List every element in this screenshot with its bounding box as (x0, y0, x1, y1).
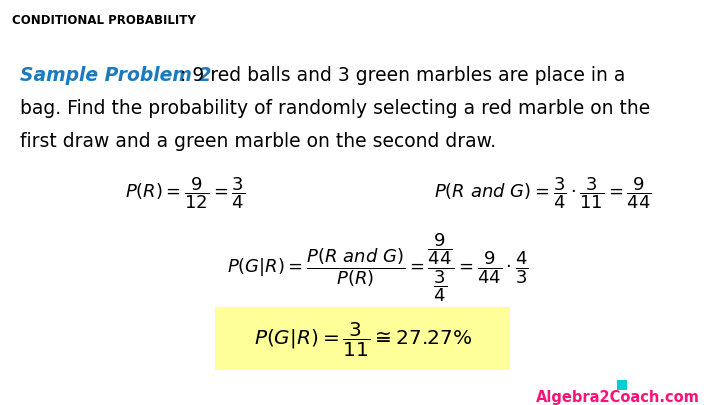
Text: CONDITIONAL PROBABILITY: CONDITIONAL PROBABILITY (12, 14, 196, 27)
Text: first draw and a green marble on the second draw.: first draw and a green marble on the sec… (20, 132, 496, 151)
Text: $P(G|R) = \dfrac{P(R\ and\ G)}{P(R)} = \dfrac{\dfrac{9}{44}}{\dfrac{3}{4}} = \df: $P(G|R) = \dfrac{P(R\ and\ G)}{P(R)} = \… (228, 232, 528, 305)
Text: $P(R) = \dfrac{9}{12} = \dfrac{3}{4}$: $P(R) = \dfrac{9}{12} = \dfrac{3}{4}$ (125, 175, 245, 211)
FancyBboxPatch shape (215, 307, 510, 370)
Text: bag. Find the probability of randomly selecting a red marble on the: bag. Find the probability of randomly se… (20, 99, 650, 118)
Text: : 9 red balls and 3 green marbles are place in a: : 9 red balls and 3 green marbles are pl… (180, 66, 626, 85)
FancyBboxPatch shape (617, 380, 627, 390)
Text: Sample Problem 2: Sample Problem 2 (20, 66, 212, 85)
Text: $P(R\ and\ G) = \dfrac{3}{4} \cdot \dfrac{3}{11} = \dfrac{9}{44}$: $P(R\ and\ G) = \dfrac{3}{4} \cdot \dfra… (434, 175, 652, 211)
Text: $P(G|R) = \dfrac{3}{11} \cong 27.27\%$: $P(G|R) = \dfrac{3}{11} \cong 27.27\%$ (254, 321, 472, 359)
Text: Algebra2Coach.com: Algebra2Coach.com (536, 390, 700, 405)
